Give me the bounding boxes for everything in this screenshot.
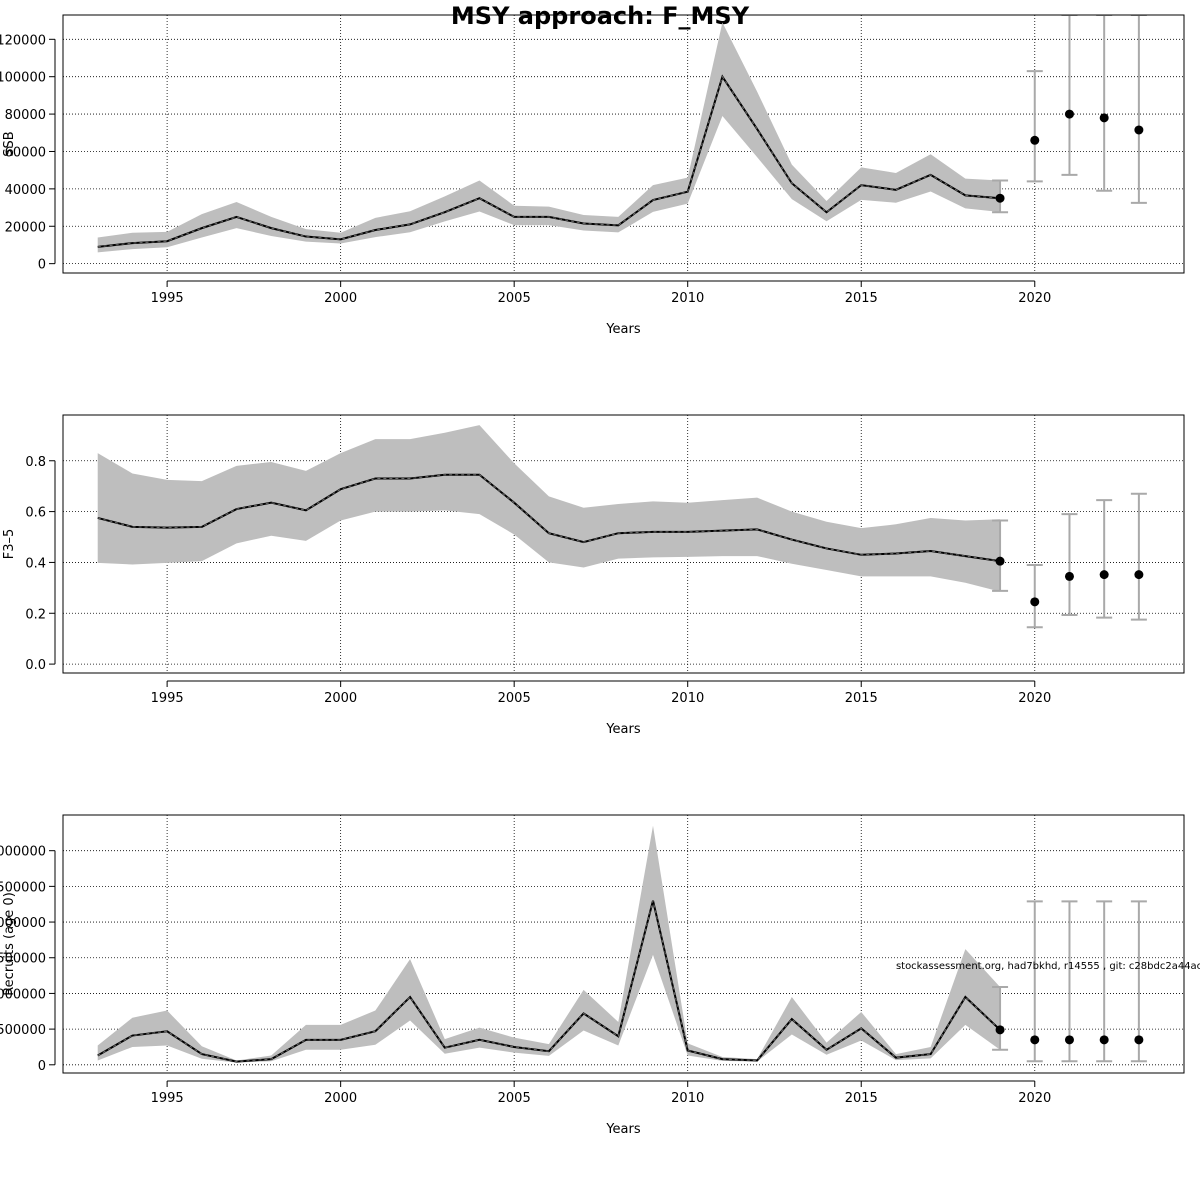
x-tick-label: 1995 [151, 291, 184, 306]
x-axis-label: Years [605, 1122, 641, 1137]
projection-point [1099, 113, 1109, 123]
plot-frame [62, 814, 1185, 1074]
y-tick-label: 3000000 [0, 845, 46, 860]
x-tick-label: 2015 [845, 1091, 878, 1106]
plot-frame [62, 414, 1185, 674]
x-axis-label: Years [605, 322, 641, 337]
x-axis-label: Years [605, 722, 641, 737]
plot-area [63, 415, 1184, 673]
x-tick-label: 2010 [671, 691, 704, 706]
projection-point [995, 193, 1005, 203]
x-tick-label: 2005 [498, 291, 531, 306]
y-axis-label: SSB [2, 131, 17, 156]
projection-point [1030, 597, 1040, 607]
confidence-band [97, 825, 1001, 1063]
y-tick-label: 0 [38, 1059, 46, 1074]
x-tick-label: 2020 [1018, 291, 1051, 306]
plot-area [63, 15, 1184, 273]
y-tick-label: 120000 [0, 33, 46, 48]
projection-point [1134, 1035, 1144, 1045]
projection-point [1064, 1035, 1074, 1045]
y-tick-label: 60000 [5, 145, 46, 160]
x-tick-label: 2010 [671, 291, 704, 306]
y-tick-label: 2500000 [0, 880, 46, 895]
x-tick-label: 2000 [324, 1091, 357, 1106]
panel-3: 1995 2000 2005 2010 2015 2020 Years 0 500000 1000… [0, 814, 1185, 1137]
x-tick-label: 1995 [151, 1091, 184, 1106]
y-tick-label: 0.8 [25, 455, 46, 470]
projection-point [1134, 125, 1144, 135]
x-tick-label: 2020 [1018, 691, 1051, 706]
y-tick-label: 20000 [5, 220, 46, 235]
y-tick-label: 100000 [0, 71, 46, 86]
chart-title: MSY approach: F_MSY [450, 2, 750, 30]
x-tick-label: 2010 [671, 1091, 704, 1106]
confidence-band [97, 22, 1001, 253]
x-tick-label: 2000 [324, 291, 357, 306]
y-tick-label: 1000000 [0, 987, 46, 1002]
x-tick-label: 2000 [324, 691, 357, 706]
projection-point [995, 1025, 1005, 1035]
y-tick-label: 0 [38, 258, 46, 273]
projection-point [1064, 571, 1074, 581]
y-tick-label: 0.0 [25, 658, 46, 673]
projection-point [1064, 109, 1074, 119]
plot-area [63, 815, 1184, 1073]
x-tick-label: 2005 [498, 691, 531, 706]
x-tick-label: 2015 [845, 291, 878, 306]
y-tick-label: 500000 [0, 1023, 46, 1038]
y-tick-label: 0.2 [25, 607, 46, 622]
x-tick-label: 1995 [151, 691, 184, 706]
projection-point [1099, 1035, 1109, 1045]
estimate-line-dashed [97, 474, 1001, 562]
estimate-line-dashed [97, 75, 1001, 248]
projection-point [995, 556, 1005, 566]
y-tick-label: 0.6 [25, 506, 46, 521]
panel-1: 1995 2000 2005 2010 2015 2020 Years 0 20000 40000… [0, 14, 1185, 337]
y-tick-label: 1500000 [0, 952, 46, 967]
confidence-band [97, 425, 1001, 592]
y-tick-label: 40000 [5, 183, 46, 198]
projection-point [1030, 135, 1040, 145]
y-axis-label: Recruits (age 0) [2, 892, 17, 996]
plot-frame [62, 14, 1185, 274]
projection-point [1134, 570, 1144, 580]
x-tick-label: 2015 [845, 691, 878, 706]
projection-point [1099, 570, 1109, 580]
x-tick-label: 2005 [498, 1091, 531, 1106]
x-tick-label: 2020 [1018, 1091, 1051, 1106]
y-axis-label: F3–5 [2, 529, 17, 560]
y-tick-label: 2000000 [0, 916, 46, 931]
y-tick-label: 80000 [5, 108, 46, 123]
footnote: stockassessment.org, had7bkhd, r14555 , … [896, 961, 1200, 972]
y-tick-label: 0.4 [25, 556, 46, 571]
projection-point [1030, 1035, 1040, 1045]
estimate-line-dashed [97, 900, 1001, 1063]
panel-2: 1995 2000 2005 2010 2015 2020 Years 0.0 0.2 0.4 0.… [2, 414, 1185, 737]
